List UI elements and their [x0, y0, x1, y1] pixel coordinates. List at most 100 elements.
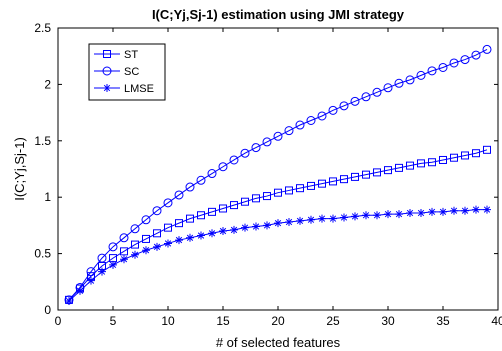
x-tick-label: 10	[161, 314, 175, 328]
data-point-sc	[372, 87, 382, 97]
data-point-lmse	[285, 218, 293, 227]
data-point-sc	[482, 44, 492, 54]
x-tick-label: 5	[110, 314, 117, 328]
data-point-lmse	[219, 227, 227, 236]
x-tick-label: 40	[491, 314, 502, 328]
axis-ticks: 0 5 10 15 20 25 30 35 40 0 0.5 1 1.5 2 2.5	[34, 21, 502, 328]
data-point-sc	[339, 101, 349, 111]
data-point-lmse	[296, 216, 304, 225]
data-point-st	[384, 166, 392, 175]
data-point-st	[439, 155, 447, 164]
data-point-st	[153, 229, 161, 238]
data-point-sc	[251, 143, 261, 153]
data-point-st	[131, 240, 139, 249]
x-tick-label: 15	[216, 314, 230, 328]
data-point-sc	[86, 267, 96, 277]
data-point-lmse	[76, 286, 84, 295]
data-point-st	[208, 207, 216, 216]
data-point-sc	[350, 96, 360, 106]
data-point-st	[219, 204, 227, 213]
data-point-sc	[295, 120, 305, 130]
data-point-st	[285, 186, 293, 195]
data-point-sc	[427, 66, 437, 76]
data-point-lmse	[186, 233, 194, 242]
x-tick-label: 20	[271, 314, 285, 328]
data-point-lmse	[153, 242, 161, 251]
data-point-st	[318, 179, 326, 188]
data-point-st	[362, 170, 370, 179]
data-point-lmse	[472, 205, 480, 214]
data-point-lmse	[461, 206, 469, 215]
data-point-st	[241, 197, 249, 206]
data-point-st	[395, 163, 403, 172]
data-point-lmse	[384, 210, 392, 219]
data-point-lmse	[406, 208, 414, 217]
data-point-lmse	[450, 206, 458, 215]
data-point-sc	[185, 182, 195, 192]
data-point-st	[450, 153, 458, 162]
data-point-sc	[273, 131, 283, 141]
data-point-lmse	[318, 214, 326, 223]
data-point-lmse	[65, 296, 73, 305]
data-point-lmse	[373, 211, 381, 220]
data-point-lmse	[252, 222, 260, 231]
x-tick-label: 25	[326, 314, 340, 328]
data-point-sc	[471, 50, 481, 60]
data-point-sc	[141, 215, 151, 225]
data-point-lmse	[98, 267, 106, 276]
data-point-lmse	[439, 207, 447, 216]
data-point-sc	[152, 206, 162, 216]
y-tick-label: 2	[44, 77, 51, 91]
data-point-sc	[218, 162, 228, 172]
data-point-sc	[174, 190, 184, 200]
data-point-sc	[383, 83, 393, 93]
data-point-lmse	[120, 255, 128, 264]
data-point-st	[230, 201, 238, 210]
series-lmse	[65, 205, 491, 305]
data-point-lmse	[142, 246, 150, 255]
y-tick-label: 2.5	[34, 21, 51, 35]
data-point-st	[175, 219, 183, 228]
data-point-st	[263, 192, 271, 201]
data-point-st	[472, 149, 480, 158]
legend-label-st: ST	[124, 49, 138, 61]
legend-label-lmse: LMSE	[124, 83, 154, 95]
data-point-lmse	[263, 221, 271, 230]
data-point-sc	[449, 58, 459, 68]
series-sc	[64, 44, 492, 305]
data-point-lmse	[208, 229, 216, 238]
data-point-lmse	[428, 207, 436, 216]
data-point-sc	[130, 224, 140, 234]
data-point-sc	[317, 111, 327, 121]
data-point-sc	[306, 115, 316, 125]
data-point-sc	[163, 198, 173, 208]
y-tick-label: 1	[44, 190, 51, 204]
data-point-sc	[416, 70, 426, 80]
data-point-st	[186, 214, 194, 223]
data-point-sc	[460, 55, 470, 65]
data-point-st	[296, 184, 304, 193]
y-tick-label: 0	[44, 303, 51, 317]
legend-marker-st	[103, 50, 111, 58]
y-axis-label: I(C;Yj,Sj-1)	[12, 137, 27, 201]
legend-marker-sc	[102, 66, 112, 76]
data-point-st	[329, 177, 337, 186]
data-point-st	[428, 158, 436, 167]
data-point-sc	[240, 148, 250, 158]
data-point-st	[461, 151, 469, 160]
y-tick-label: 1.5	[34, 134, 51, 148]
data-point-lmse	[483, 205, 491, 214]
x-tick-label: 30	[381, 314, 395, 328]
data-point-sc	[229, 155, 239, 165]
data-point-st	[142, 234, 150, 243]
data-point-lmse	[395, 210, 403, 219]
data-point-lmse	[329, 214, 337, 223]
data-point-st	[120, 247, 128, 256]
data-point-st	[483, 145, 491, 154]
data-point-st	[373, 168, 381, 177]
series-layer	[64, 44, 492, 305]
data-point-lmse	[175, 236, 183, 245]
data-point-st	[164, 223, 172, 232]
